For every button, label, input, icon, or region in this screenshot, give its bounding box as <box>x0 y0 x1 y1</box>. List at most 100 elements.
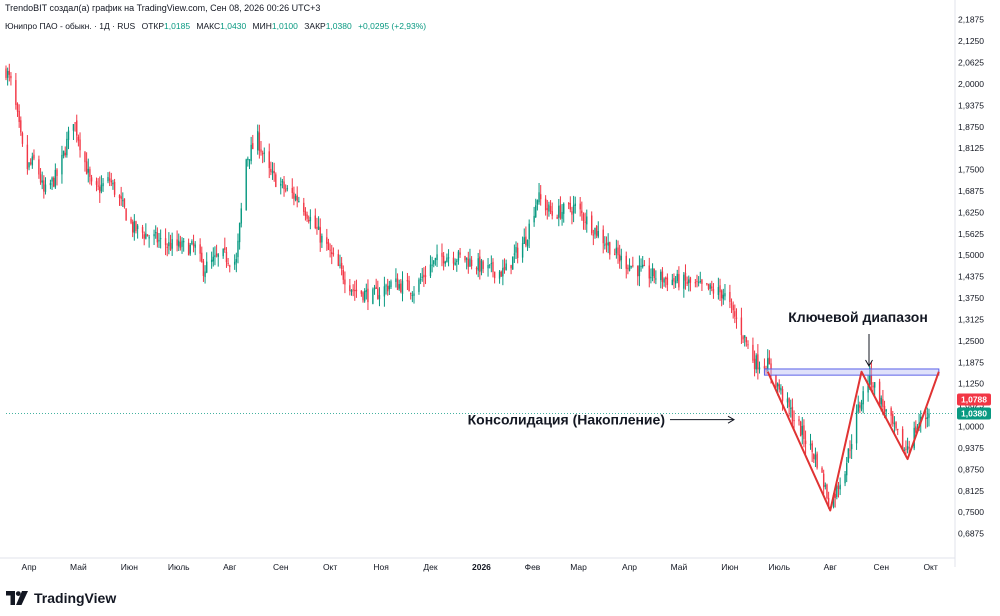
candle-body <box>54 169 57 188</box>
candle-body <box>327 242 330 250</box>
low-value: 1,0100 <box>271 21 298 31</box>
x-tick-label: Ноя <box>373 562 389 572</box>
candle-body <box>614 253 616 256</box>
candle-body <box>411 294 414 296</box>
candle-body <box>168 241 170 247</box>
candle-body <box>572 205 575 214</box>
candle-body <box>378 295 381 300</box>
candle-body <box>294 195 297 201</box>
x-tick-label: Дек <box>423 562 437 572</box>
candle-body <box>247 158 249 161</box>
candle-body <box>556 217 558 219</box>
candle-body <box>814 454 817 460</box>
candle-body <box>233 261 236 265</box>
candle-body <box>533 215 535 223</box>
y-tick-label: 1,4375 <box>958 272 984 282</box>
candle-body <box>734 311 736 317</box>
candle-body <box>248 159 251 161</box>
y-tick-label: 1,1875 <box>958 357 984 367</box>
candle-body <box>799 421 802 437</box>
candle-body <box>268 151 270 169</box>
candle-body <box>707 283 710 289</box>
x-tick-label: Июн <box>121 562 138 572</box>
x-tick-label: Апр <box>22 562 37 572</box>
y-tick-label: 0,8750 <box>958 464 984 474</box>
candle-body <box>722 294 725 300</box>
candle-body <box>204 271 206 278</box>
candle-body <box>145 233 147 239</box>
candle-body <box>122 200 124 202</box>
candle-body <box>61 154 63 175</box>
y-tick-label: 1,7500 <box>958 165 984 175</box>
y-tick-label: 2,1250 <box>958 36 984 46</box>
candle-body <box>620 255 623 261</box>
candle-body <box>383 286 386 297</box>
candle-body <box>867 384 869 393</box>
candle-body <box>811 443 813 452</box>
candle-body <box>505 263 507 271</box>
candle-body <box>212 256 214 262</box>
candle-body <box>395 278 397 282</box>
candle-body <box>49 183 52 186</box>
alert-price-text: 1,0788 <box>961 395 987 405</box>
candle-body <box>171 239 173 249</box>
candle-body <box>870 368 873 385</box>
candle-body <box>337 254 340 266</box>
candle-body <box>627 267 629 269</box>
candle-body <box>130 218 132 223</box>
candle-body <box>5 68 7 78</box>
candle-body <box>781 388 784 401</box>
candle-body <box>653 268 655 279</box>
candle-body <box>470 259 473 267</box>
candle-body <box>567 203 570 205</box>
candle-body <box>118 195 121 198</box>
candle-body <box>757 354 759 370</box>
candle-body <box>628 265 631 271</box>
candle-body <box>740 317 743 336</box>
key-range-label: Ключевой диапазон <box>788 309 928 325</box>
y-tick-label: 0,7500 <box>958 507 984 517</box>
candle-body <box>225 251 228 263</box>
y-tick-label: 2,1875 <box>958 15 984 25</box>
candle-body <box>352 289 354 291</box>
candle-body <box>678 274 680 288</box>
candle-body <box>44 184 47 192</box>
key-range-zone <box>763 368 940 376</box>
candle-body <box>74 122 76 124</box>
x-tick-label: Май <box>70 562 87 572</box>
candle-body <box>281 181 284 183</box>
candle-body <box>897 428 899 430</box>
candle-body <box>410 293 412 295</box>
candle-body <box>112 182 114 185</box>
candle-body <box>755 355 757 370</box>
candle-body <box>651 267 654 277</box>
candle-body <box>569 202 572 210</box>
candle-body <box>194 244 196 248</box>
candle-body <box>355 289 358 292</box>
candle-body <box>538 192 540 203</box>
candle-body <box>641 264 644 267</box>
candle-body <box>284 189 287 191</box>
candle-body <box>730 303 733 305</box>
candle-body <box>317 226 320 230</box>
candle-body <box>79 139 81 151</box>
consolidation-label: Консолидация (Накопление) <box>468 412 665 428</box>
candle-body <box>120 196 122 199</box>
open-value: 1,0185 <box>164 21 191 31</box>
x-tick-label: Сен <box>273 562 289 572</box>
y-tick-label: 1,1250 <box>958 379 984 389</box>
candle-body <box>544 198 547 211</box>
candle-body <box>166 246 168 248</box>
candle-body <box>655 278 657 280</box>
candle-body <box>906 446 909 450</box>
candle-body <box>38 159 40 175</box>
candle-body <box>143 234 145 239</box>
candle-body <box>582 213 585 222</box>
candle-body <box>53 177 55 187</box>
candle-body <box>901 429 904 451</box>
candle-body <box>261 153 264 155</box>
candle-body <box>15 80 17 105</box>
candle-body <box>6 70 9 78</box>
candle-body <box>821 467 823 473</box>
